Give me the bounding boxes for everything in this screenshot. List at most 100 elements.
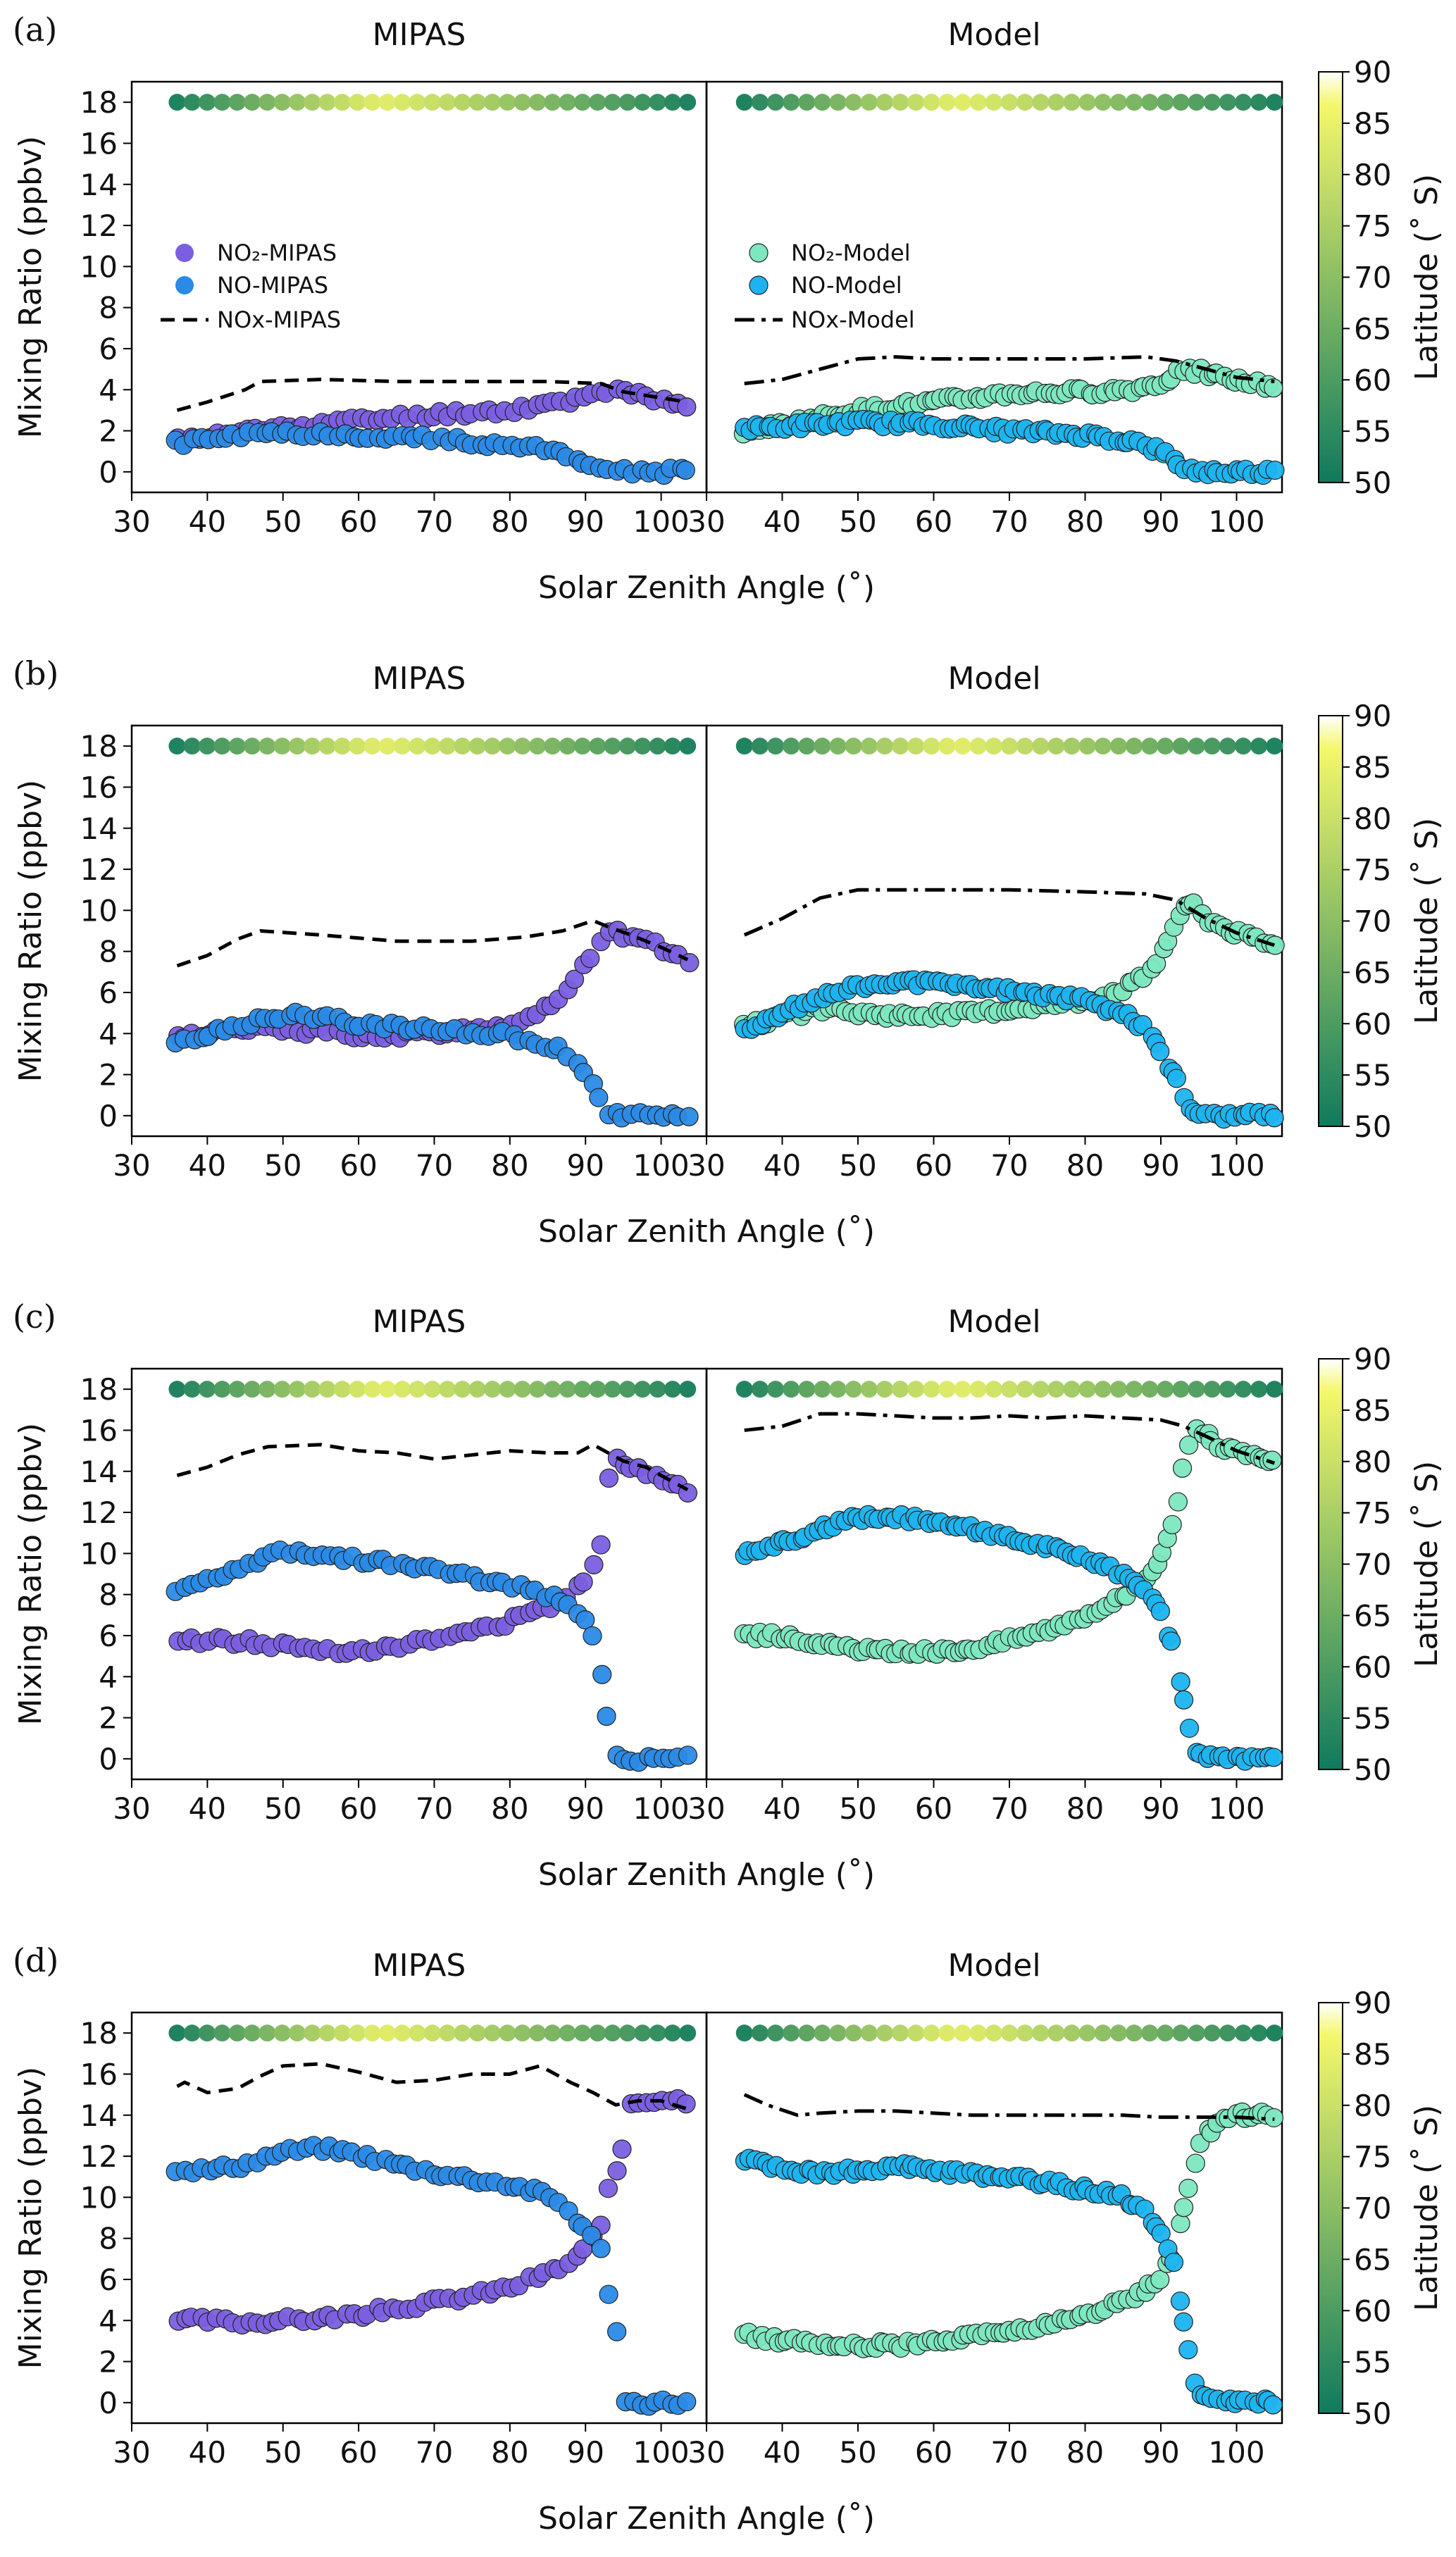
latitude-track-point (423, 2024, 441, 2042)
latitude-track-point (783, 738, 800, 755)
latitude-track-point (618, 738, 636, 755)
y-tick-label: 10 (80, 249, 118, 284)
x-tick-label: 70 (990, 2435, 1028, 2470)
y-tick-label: 14 (80, 1455, 118, 1489)
no2-mipas-point (598, 2179, 618, 2198)
latitude-track-point (814, 1381, 831, 1398)
panel-label: (c) (13, 1298, 56, 1336)
latitude-track-point (604, 94, 621, 111)
latitude-track-point (1001, 94, 1018, 111)
latitude-track-point (273, 94, 291, 111)
latitude-track-point (1001, 1381, 1018, 1398)
x-tick-label: 30 (687, 2435, 725, 2470)
latitude-track-point (484, 94, 502, 111)
latitude-track-point (969, 2024, 987, 2042)
latitude-track-point (923, 1381, 940, 1398)
latitude-track-point (767, 1381, 785, 1398)
colorbar (1318, 1358, 1343, 1770)
latitude-track-point (751, 1381, 769, 1398)
x-tick-label: 70 (416, 2435, 453, 2470)
latitude-track-point (409, 2024, 426, 2042)
chart-row-a: (a) MIPAS Model 0 2 4 6 8 10 12 14 16 18 Mixing Ratio… (13, 11, 1445, 606)
latitude-track-point (954, 2024, 971, 2042)
latitude-track-point (499, 1381, 516, 1398)
latitude-track-point (814, 738, 831, 755)
latitude-track-point (394, 2024, 411, 2042)
latitude-track-point (1250, 2024, 1268, 2042)
colorbar-tick-label: 85 (1354, 2037, 1391, 2072)
x-tick-label: 50 (839, 2435, 876, 2470)
no-model-point (1174, 2312, 1193, 2332)
latitude-track-point (860, 738, 878, 755)
colorbar-tick-label: 50 (1354, 1753, 1391, 1787)
no-mipas-point (583, 1626, 602, 1645)
x-tick-label: 100 (1208, 1148, 1264, 1183)
x-tick-label: 50 (264, 1791, 301, 1826)
legend-model: NO₂-Model NO-Model NOx-Model (735, 239, 915, 333)
latitude-track-point (829, 738, 847, 755)
y-tick-label: 2 (99, 1058, 118, 1093)
latitude-track-point (394, 1381, 411, 1398)
latitude-track-point (892, 738, 909, 755)
latitude-track-point (544, 1381, 561, 1398)
no2-model-point (1162, 1514, 1182, 1535)
no-model-point (1179, 1718, 1200, 1738)
latitude-track-point (183, 738, 201, 755)
latitude-track-point (1203, 738, 1221, 755)
latitude-track-point (378, 94, 396, 111)
chart-row-b: (b) MIPAS Model 0 2 4 6 8 10 12 14 16 18 Mixing Ratio… (13, 654, 1445, 1250)
y-tick-label: 12 (80, 852, 118, 887)
latitude-track-point (244, 2024, 261, 2042)
latitude-track-point (514, 738, 531, 755)
latitude-track-point (1141, 94, 1159, 111)
y-tick-label: 12 (80, 2139, 118, 2174)
x-tick-label: 60 (915, 504, 952, 539)
latitude-track-point (1016, 738, 1034, 755)
latitude-track-point (798, 1381, 816, 1398)
plot-frame-model (705, 2011, 1283, 2425)
latitude-track-point (664, 2024, 681, 2042)
x-tick-label: 60 (915, 1791, 952, 1826)
panel-title-mipas: MIPAS (373, 661, 466, 697)
x-tick-label: 60 (340, 504, 377, 539)
no-mipas-point (676, 460, 695, 480)
nox-mipas-line (176, 2062, 688, 2111)
y-tick-label: 14 (80, 2098, 118, 2133)
latitude-track-point (907, 1381, 925, 1398)
x-tick-label: 90 (566, 1791, 604, 1826)
colorbar-tick-label: 65 (1354, 955, 1391, 990)
latitude-track-point (1250, 94, 1268, 111)
no-mipas-point (599, 2284, 618, 2304)
x-tick-label: 80 (1066, 1148, 1104, 1183)
latitude-track-point (514, 2024, 531, 2042)
latitude-track-point (394, 738, 411, 755)
latitude-track-point (589, 738, 606, 755)
latitude-track-point (168, 738, 186, 755)
colorbar-tick-label: 60 (1354, 363, 1391, 397)
latitude-track-point (304, 94, 321, 111)
y-tick-label: 14 (80, 168, 118, 202)
latitude-track-point (735, 1381, 753, 1398)
y-tick-label: 12 (80, 1495, 118, 1530)
latitude-track-point (1203, 94, 1221, 111)
latitude-track-point (845, 2024, 862, 2042)
latitude-track-point (363, 738, 381, 755)
x-tick-label: 30 (113, 2435, 150, 2470)
latitude-track-point (1047, 738, 1065, 755)
latitude-track-point (363, 2024, 381, 2042)
x-tick-label: 50 (264, 504, 301, 539)
colorbar-tick-label: 65 (1354, 311, 1391, 346)
y-tick-label: 18 (80, 2016, 118, 2051)
latitude-track-point (1016, 94, 1034, 111)
colorbar-tick-label: 75 (1354, 2140, 1391, 2175)
series-group-model (733, 94, 1285, 485)
panel-label: (a) (13, 11, 57, 49)
colorbar-tick-label: 55 (1354, 1701, 1391, 1736)
latitude-track-point (1047, 1381, 1065, 1398)
latitude-track-point (1063, 94, 1081, 111)
no2-mipas-point (591, 1535, 611, 1555)
series-group-mipas (166, 1381, 698, 1772)
latitude-track-point (735, 94, 753, 111)
latitude-track-point (735, 2024, 753, 2042)
latitude-track-point (604, 738, 621, 755)
